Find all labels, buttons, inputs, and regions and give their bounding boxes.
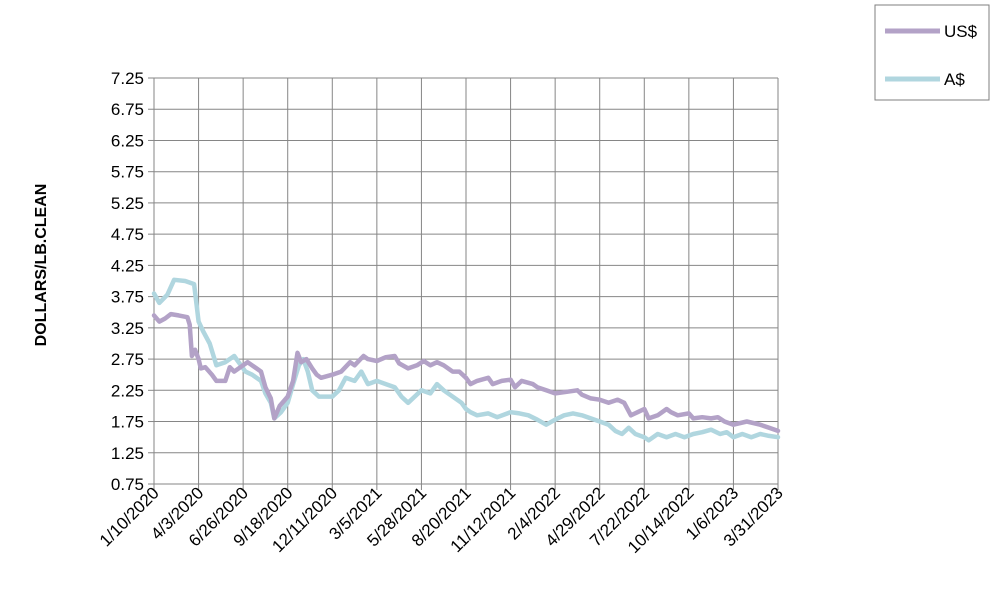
y-tick-label: 4.75 <box>111 225 144 244</box>
y-tick-label: 0.75 <box>111 475 144 494</box>
y-axis-label: DOLLARS/LB.CLEAN <box>33 184 50 347</box>
y-tick-label: 5.75 <box>111 163 144 182</box>
series-line-aud <box>151 277 781 443</box>
legend-label-us: US$ <box>944 22 978 41</box>
y-tick-label: 2.75 <box>111 350 144 369</box>
legend-box <box>874 4 990 101</box>
series-line-us <box>151 311 781 434</box>
legend-label-aud: A$ <box>944 70 965 89</box>
y-axis-ticks: 0.75 1.25 1.75 2.25 2.75 3.25 3.75 4.25 4.75 5.25… <box>111 69 144 494</box>
y-tick-label: 3.25 <box>111 319 144 338</box>
y-tick-label: 4.25 <box>111 256 144 275</box>
y-tick-label: 7.25 <box>111 69 144 88</box>
y-tick-label: 6.75 <box>111 100 144 119</box>
y-tick-label: 1.75 <box>111 413 144 432</box>
chart-grid <box>153 77 779 485</box>
legend: US$ A$ <box>874 4 990 101</box>
chart-axes <box>148 77 779 490</box>
y-tick-label: 3.75 <box>111 288 144 307</box>
x-axis-ticks: 1/10/20204/3/20206/26/20209/18/202012/11… <box>96 483 787 557</box>
y-tick-label: 5.25 <box>111 194 144 213</box>
y-tick-label: 2.25 <box>111 381 144 400</box>
chart-series <box>151 277 781 443</box>
y-tick-label: 6.25 <box>111 131 144 150</box>
y-tick-label: 1.25 <box>111 444 144 463</box>
